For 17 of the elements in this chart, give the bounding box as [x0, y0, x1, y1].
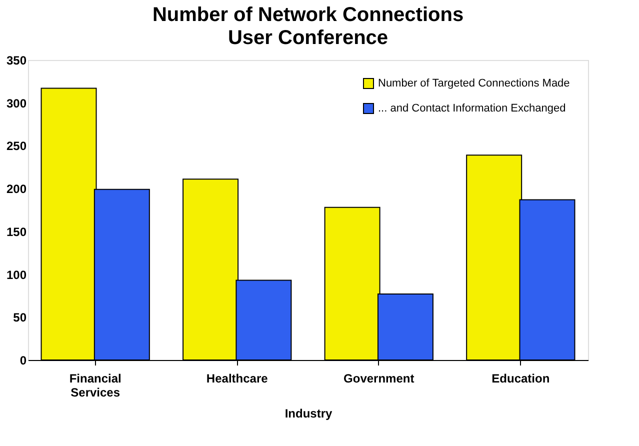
y-tick-label: 100	[6, 268, 27, 282]
y-tick-label: 150	[6, 224, 27, 239]
y-tick-label: 200	[6, 182, 27, 196]
legend-label: Number of Targeted Connections Made	[378, 78, 570, 90]
chart-title: Number of Network Connections	[152, 4, 464, 26]
y-tick-label: 350	[6, 54, 27, 68]
y-tick-label: 0	[20, 354, 27, 368]
x-tick-label: Healthcare	[206, 372, 268, 386]
x-axis-title: Industry	[284, 406, 332, 420]
y-tick-label: 250	[6, 139, 27, 154]
x-tick-label: Government	[344, 372, 414, 386]
legend-label: ... and Contact Information Exchanged	[378, 102, 566, 114]
chart-subtitle: User Conference	[228, 27, 388, 49]
y-tick-label: 50	[13, 310, 27, 325]
y-tick-label: 300	[6, 96, 27, 110]
x-tick-label: Financial Services	[69, 372, 122, 400]
x-tick-label: Education	[492, 372, 550, 386]
